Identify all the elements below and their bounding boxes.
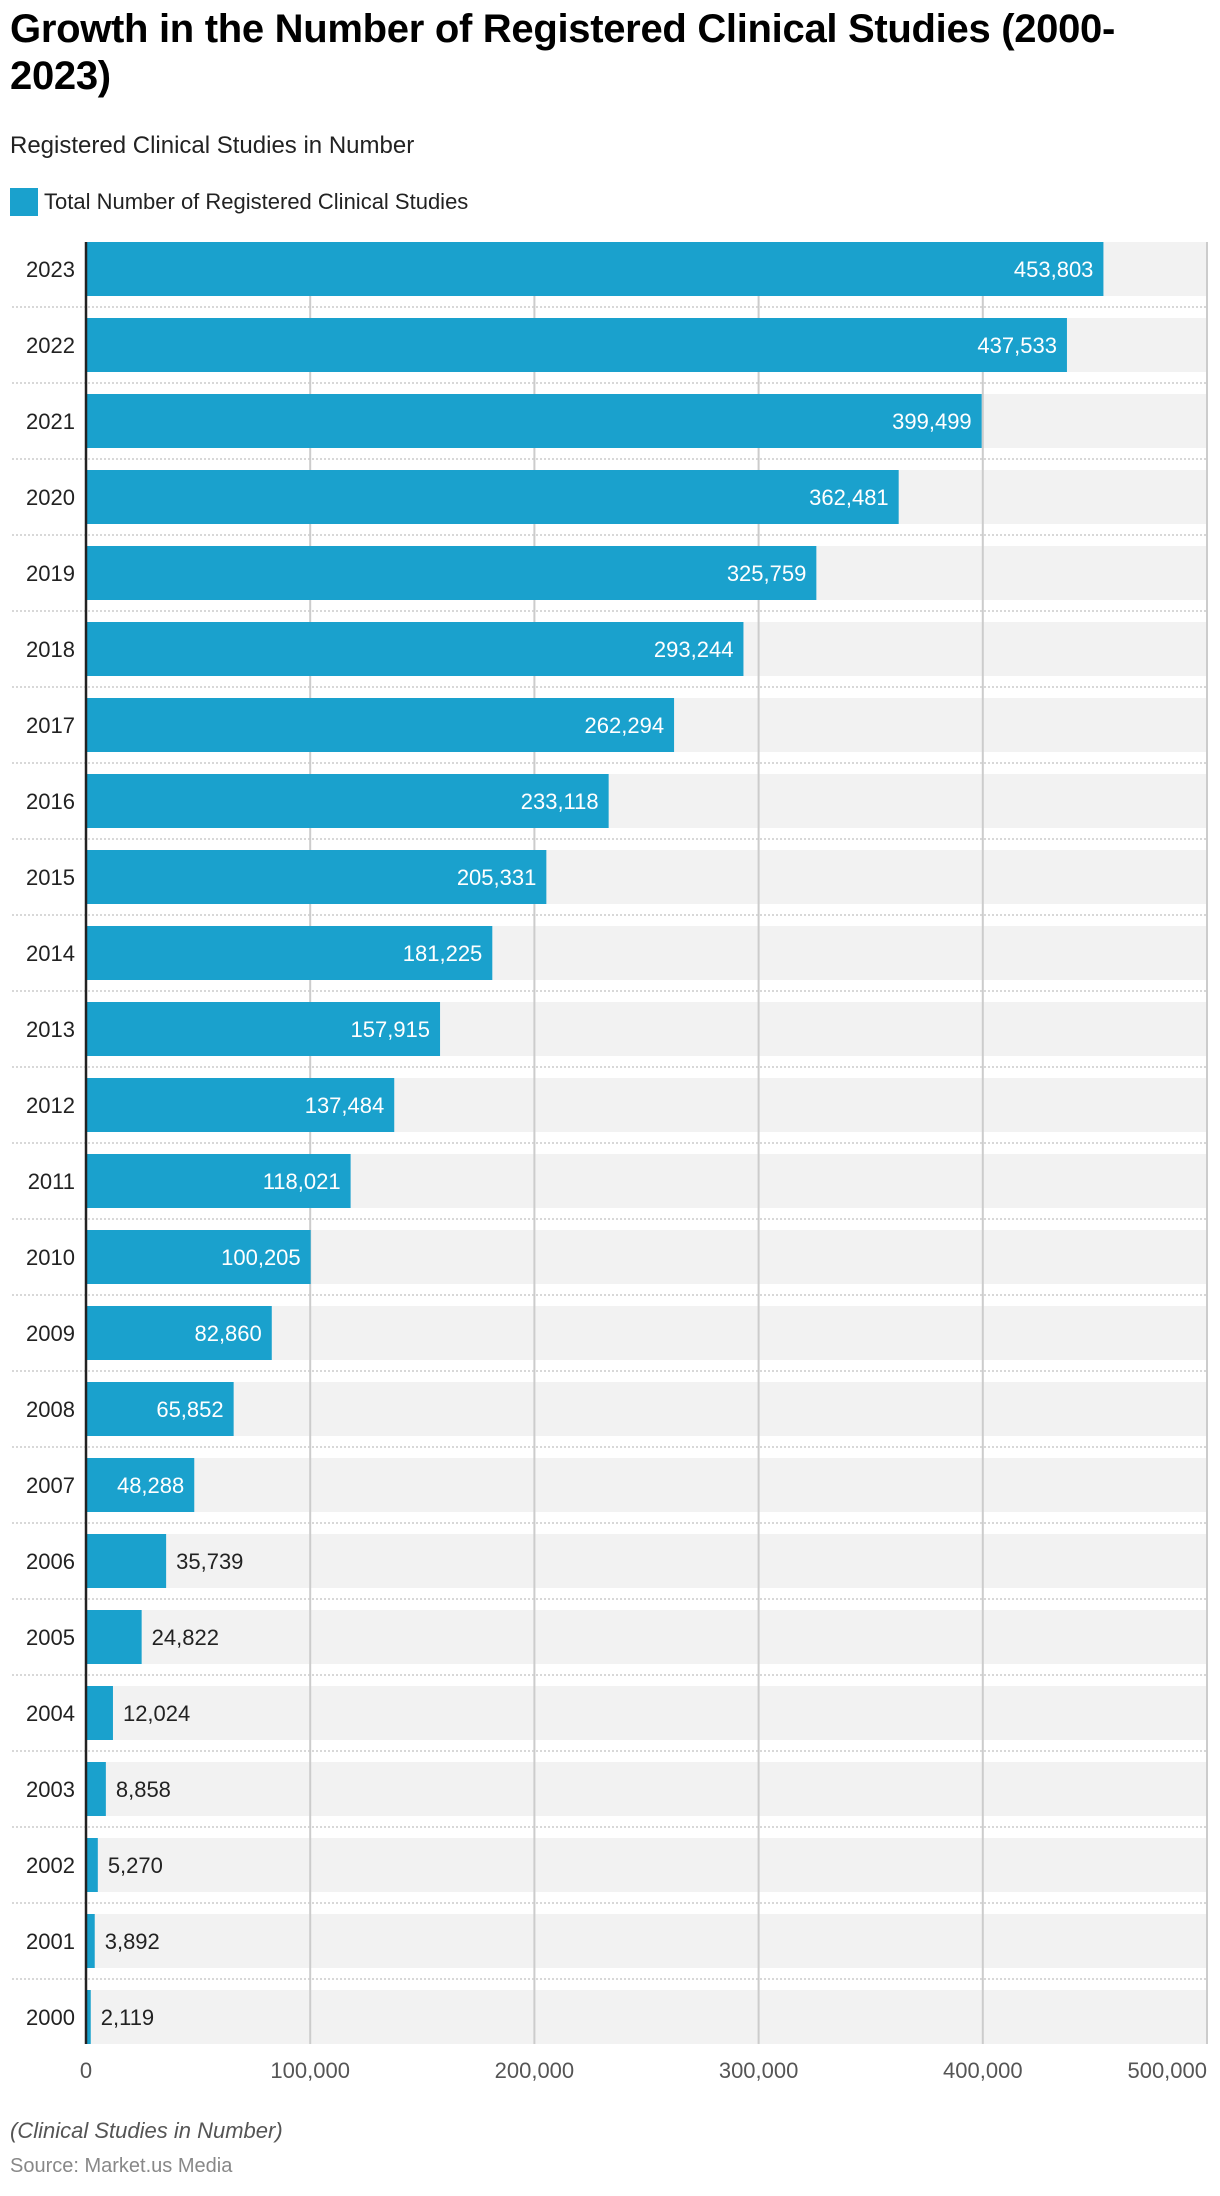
- data-label: 453,803: [1014, 257, 1094, 282]
- bar-track: [86, 1306, 1207, 1360]
- category-label: 2015: [26, 865, 75, 890]
- x-tick-label: 300,000: [719, 2058, 799, 2083]
- category-label: 2000: [26, 2005, 75, 2030]
- category-label: 2011: [28, 1169, 75, 1194]
- data-label: 157,915: [351, 1017, 431, 1042]
- data-label: 12,024: [123, 1701, 190, 1726]
- bar-track: [86, 1382, 1207, 1436]
- bar-2014: [86, 926, 493, 980]
- data-label: 262,294: [585, 713, 665, 738]
- data-label: 2,119: [101, 2005, 154, 2030]
- data-label: 362,481: [809, 485, 889, 510]
- data-label: 118,021: [263, 1169, 341, 1194]
- bar-2002: [86, 1838, 98, 1892]
- category-label: 2005: [26, 1625, 75, 1650]
- bar-2016: [86, 774, 609, 828]
- bar-2023: [86, 242, 1104, 296]
- bar-2017: [86, 698, 675, 752]
- category-label: 2008: [26, 1397, 75, 1422]
- category-label: 2004: [26, 1701, 75, 1726]
- x-tick-label: 100,000: [270, 2058, 350, 2083]
- data-label: 137,484: [305, 1093, 385, 1118]
- data-label: 8,858: [116, 1777, 171, 1802]
- bar-2012: [86, 1078, 395, 1132]
- bar-2010: [86, 1230, 311, 1284]
- bar-track: [86, 1686, 1207, 1740]
- category-label: 2020: [26, 485, 75, 510]
- data-label: 65,852: [156, 1397, 223, 1422]
- category-label: 2003: [26, 1777, 75, 1802]
- bar-track: [86, 1914, 1207, 1968]
- data-label: 399,499: [892, 409, 972, 434]
- chart-subtitle: Registered Clinical Studies in Number: [10, 132, 415, 159]
- x-tick-label: 200,000: [495, 2058, 575, 2083]
- data-label: 24,822: [152, 1625, 219, 1650]
- data-label: 233,118: [521, 789, 599, 814]
- x-tick-label: 500,000: [1127, 2058, 1207, 2083]
- legend-label: Total Number of Registered Clinical Stud…: [44, 189, 469, 214]
- category-label: 2021: [26, 409, 75, 434]
- data-label: 205,331: [457, 865, 537, 890]
- category-label: 2018: [26, 637, 75, 662]
- data-label: 437,533: [977, 333, 1057, 358]
- category-label: 2016: [26, 789, 75, 814]
- data-label: 48,288: [117, 1473, 184, 1498]
- category-label: 2010: [26, 1245, 75, 1270]
- data-label: 5,270: [108, 1853, 163, 1878]
- bar-2022: [86, 318, 1067, 372]
- data-label: 3,892: [105, 1929, 160, 1954]
- category-label: 2017: [26, 713, 75, 738]
- bar-track: [86, 1762, 1207, 1816]
- unit-note: (Clinical Studies in Number): [10, 2118, 283, 2143]
- legend-swatch: [10, 188, 38, 216]
- category-label: 2001: [26, 1929, 75, 1954]
- category-label: 2007: [26, 1473, 75, 1498]
- bar-2008: [86, 1382, 234, 1436]
- category-label: 2014: [26, 941, 75, 966]
- data-label: 82,860: [194, 1321, 261, 1346]
- category-label: 2012: [26, 1093, 75, 1118]
- category-label: 2002: [26, 1853, 75, 1878]
- bar-2015: [86, 850, 547, 904]
- category-label: 2013: [26, 1017, 75, 1042]
- x-tick-label: 400,000: [943, 2058, 1023, 2083]
- bar-2004: [86, 1686, 113, 1740]
- category-label: 2006: [26, 1549, 75, 1574]
- chart-title: Growth in the Number of Registered Clini…: [10, 7, 1116, 98]
- category-label: 2009: [26, 1321, 75, 1346]
- data-label: 293,244: [654, 637, 734, 662]
- category-label: 2023: [26, 257, 75, 282]
- bar-track: [86, 1990, 1207, 2044]
- bar-2018: [86, 622, 744, 676]
- data-label: 35,739: [176, 1549, 243, 1574]
- bar-2005: [86, 1610, 142, 1664]
- bar-2003: [86, 1762, 106, 1816]
- bar-2019: [86, 546, 817, 600]
- bar-track: [86, 1534, 1207, 1588]
- data-label: 325,759: [727, 561, 807, 586]
- bar-2006: [86, 1534, 167, 1588]
- bar-2009: [86, 1306, 272, 1360]
- bar-2013: [86, 1002, 441, 1056]
- bar-track: [86, 1838, 1207, 1892]
- bar-2011: [86, 1154, 351, 1208]
- bar-track: [86, 1458, 1207, 1512]
- category-label: 2019: [26, 561, 75, 586]
- data-label: 181,225: [403, 941, 483, 966]
- bar-track: [86, 1610, 1207, 1664]
- source-text: Source: Market.us Media: [10, 2155, 233, 2177]
- bar-2020: [86, 470, 899, 524]
- x-tick-label: 0: [80, 2058, 92, 2083]
- bar-2007: [86, 1458, 195, 1512]
- legend: Total Number of Registered Clinical Stud…: [10, 187, 468, 217]
- category-label: 2022: [26, 333, 75, 358]
- bar-2021: [86, 394, 982, 448]
- data-label: 100,205: [221, 1245, 301, 1270]
- bar-2000: [86, 1990, 91, 2044]
- bar-2001: [86, 1914, 95, 1968]
